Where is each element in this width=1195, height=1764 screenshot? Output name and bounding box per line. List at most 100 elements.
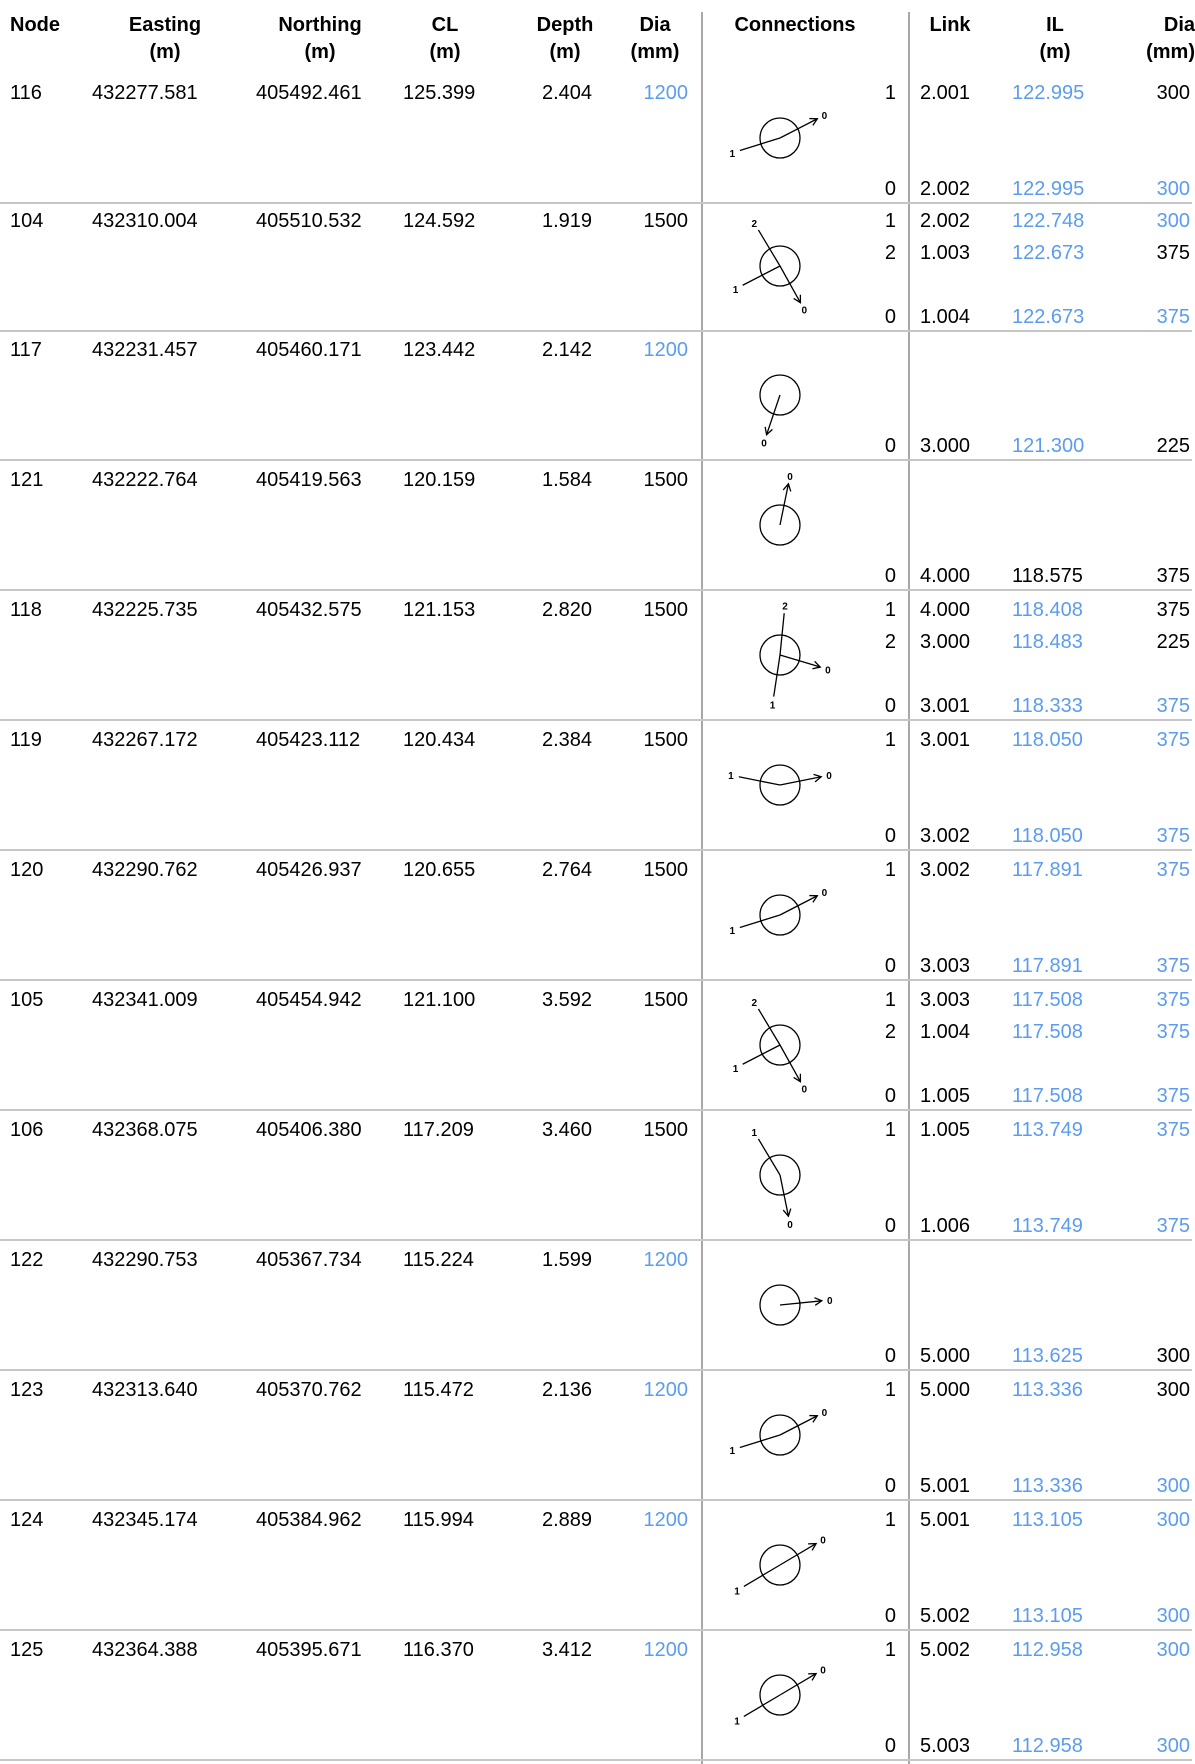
- diagram-pipe-label: 2: [752, 219, 758, 230]
- diagram-pipe-label: 0: [761, 438, 767, 449]
- cell-link: 1.006: [920, 1215, 971, 1237]
- diagram-pipe-label: 0: [820, 1666, 826, 1677]
- cell-depth: 3.592: [542, 989, 593, 1011]
- header-easting: Easting (m): [105, 12, 225, 66]
- manhole-circle-icon: [759, 1284, 801, 1326]
- diagram-pipe-label: 0: [822, 888, 828, 899]
- cell-pipe-dia: 300: [1156, 1475, 1190, 1497]
- cell-link: 5.002: [920, 1639, 971, 1661]
- inlet-pipe-line: [742, 265, 781, 286]
- cell-il: 122.673: [1012, 242, 1085, 264]
- diagram-pipe-label: 0: [822, 1408, 828, 1419]
- cell-link: 1.003: [920, 242, 971, 264]
- inlet-pipe-line: [757, 229, 781, 267]
- cell-northing: 405454.942: [256, 989, 362, 1011]
- header-easting-title: Easting: [128, 14, 202, 36]
- cell-dia: 1200: [643, 339, 689, 361]
- diagram-pipe-label: 0: [822, 111, 828, 122]
- cell-pipe-dia: 300: [1156, 178, 1190, 200]
- connection-index: 2: [884, 1021, 896, 1043]
- cell-depth: 2.384: [542, 729, 593, 751]
- outlet-pipe-arrow-icon: [779, 265, 801, 304]
- outlet-pipe-arrow-icon: [779, 1044, 801, 1083]
- cell-cl: 121.100: [403, 989, 476, 1011]
- cell-cl: 123.442: [403, 339, 476, 361]
- cell-depth: 2.136: [542, 1379, 593, 1401]
- cell-il: 122.748: [1012, 210, 1085, 232]
- cell-depth: 3.412: [542, 1639, 593, 1661]
- outlet-pipe-arrow-icon: [779, 118, 818, 139]
- cell-link: 5.000: [920, 1379, 971, 1401]
- cell-node: 116: [10, 82, 42, 104]
- cell-pipe-dia: 375: [1156, 989, 1190, 1011]
- diagram-pipe-label: 0: [802, 1085, 808, 1096]
- header-il-title: IL: [1046, 14, 1064, 36]
- outlet-pipe-arrow-icon: [779, 895, 818, 916]
- connection-index: 0: [884, 1215, 896, 1237]
- cell-pipe-dia: 300: [1156, 1345, 1190, 1367]
- cell-dia: 1500: [643, 210, 689, 232]
- cell-link: 3.001: [920, 695, 971, 717]
- cell-il: 122.673: [1012, 306, 1085, 328]
- cell-depth: 1.919: [542, 210, 593, 232]
- connection-index: 1: [884, 599, 896, 621]
- cell-il: 121.300: [1012, 435, 1085, 457]
- cell-link: 3.003: [920, 955, 971, 977]
- cell-il: 113.625: [1012, 1345, 1083, 1367]
- cell-il: 113.749: [1012, 1119, 1083, 1141]
- cell-link: 5.000: [920, 1345, 971, 1367]
- cell-il: 118.483: [1012, 631, 1083, 653]
- connection-index: 1: [884, 729, 896, 751]
- cell-cl: 117.209: [403, 1119, 474, 1141]
- cell-pipe-dia: 375: [1156, 859, 1190, 881]
- cell-il: 113.749: [1012, 1215, 1083, 1237]
- inlet-pipe-line: [739, 137, 781, 152]
- header-dia2-unit: (mm): [1146, 41, 1195, 63]
- inlet-pipe-line: [742, 1044, 781, 1065]
- cell-dia: 1500: [643, 729, 689, 751]
- connection-index: 0: [884, 565, 896, 587]
- connection-index: 1: [884, 989, 896, 1011]
- cell-il: 113.105: [1012, 1509, 1083, 1531]
- cell-pipe-dia: 375: [1156, 695, 1190, 717]
- row-separator: [0, 1499, 1192, 1501]
- cell-link: 2.001: [920, 82, 971, 104]
- row-separator: [0, 1369, 1192, 1371]
- cell-pipe-dia: 375: [1156, 1021, 1190, 1043]
- row-separator: [0, 1629, 1192, 1631]
- cell-pipe-dia: 375: [1156, 955, 1190, 977]
- cell-il: 117.891: [1012, 859, 1083, 881]
- cell-dia: 1500: [643, 859, 689, 881]
- header-depth-unit: (m): [549, 41, 581, 63]
- arrowhead-icon: [809, 1414, 819, 1423]
- header-northing-unit: (m): [304, 41, 336, 63]
- diagram-pipe-label: 0: [827, 1296, 833, 1307]
- connection-index: 0: [884, 955, 896, 977]
- cell-easting: 432345.174: [92, 1509, 198, 1531]
- header-depth-title: Depth: [536, 14, 594, 36]
- cell-cl: 124.592: [403, 210, 476, 232]
- header-link: Link: [929, 14, 971, 36]
- row-separator: [0, 202, 1192, 204]
- manhole-circle-icon: [759, 117, 801, 159]
- header-dia: Dia (mm): [620, 12, 690, 66]
- arrowhead-icon: [808, 1672, 818, 1681]
- cell-link: 4.000: [920, 599, 971, 621]
- cell-link: 5.001: [920, 1475, 971, 1497]
- inlet-pipe-line: [738, 776, 781, 786]
- cell-northing: 405395.671: [256, 1639, 362, 1661]
- cell-easting: 432313.640: [92, 1379, 198, 1401]
- outlet-pipe-arrow-icon: [779, 483, 790, 526]
- outlet-pipe-arrow-icon: [765, 394, 781, 435]
- diagram-pipe-label: 2: [782, 601, 788, 612]
- manhole-circle-icon: [759, 1544, 801, 1586]
- arrowhead-icon: [814, 1297, 824, 1306]
- header-northing: Northing (m): [260, 12, 380, 66]
- diagram-pipe-label: 0: [826, 771, 832, 782]
- row-separator: [0, 589, 1192, 591]
- arrowhead-icon: [813, 773, 823, 783]
- arrowhead-icon: [809, 894, 819, 903]
- manhole-circle-icon: [759, 764, 801, 806]
- manhole-circle-icon: [759, 1154, 801, 1196]
- cell-link: 3.000: [920, 631, 971, 653]
